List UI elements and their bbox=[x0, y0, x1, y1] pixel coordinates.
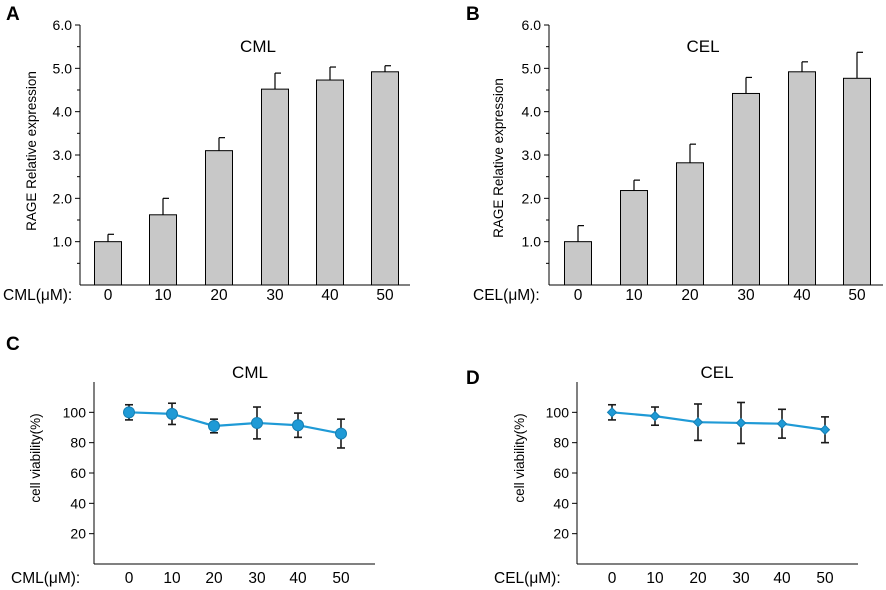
panel-a-ytick-label: 6.0 bbox=[53, 17, 73, 33]
panel-b-xtick-label: 40 bbox=[793, 287, 811, 304]
panel-b-letter: B bbox=[466, 4, 480, 25]
panel-c-ytick-label: 60 bbox=[70, 465, 86, 481]
panel-c: C CML cell viability(%) CML(μM): 20 40 60 8… bbox=[6, 334, 375, 587]
panel-b-ytick-label: 4.0 bbox=[522, 104, 542, 120]
panel-d-point-20 bbox=[692, 416, 704, 428]
panel-c-ytick-label: 40 bbox=[70, 495, 86, 511]
panel-c-xtick-label: 50 bbox=[332, 570, 350, 587]
panel-c-ytick-label: 100 bbox=[63, 404, 87, 420]
panel-a-ytick-label: 2.0 bbox=[53, 190, 73, 206]
panel-c-ytick-label: 20 bbox=[70, 526, 86, 542]
panel-c-point-30 bbox=[251, 416, 263, 429]
panel-a-bar-10 bbox=[149, 214, 177, 286]
panel-b-bar-40 bbox=[788, 71, 816, 286]
panel-b-xtick-label: 20 bbox=[681, 287, 699, 304]
panel-b-bar-30 bbox=[732, 92, 760, 286]
panel-b-bar-50 bbox=[843, 77, 871, 286]
panel-c-xtick-label: 20 bbox=[205, 570, 223, 587]
panel-d-xtick-label: 20 bbox=[689, 570, 707, 587]
panel-b-xtick-label: 10 bbox=[625, 287, 643, 304]
panel-a-xtick-label: 10 bbox=[154, 287, 172, 304]
panel-d-ytick-label: 60 bbox=[553, 465, 569, 481]
panel-a-bar-20 bbox=[205, 150, 233, 286]
panel-d: D CEL cell viability(%) CEL(μM): 20 40 60 8… bbox=[466, 363, 858, 587]
panel-d-ytick-label: 20 bbox=[553, 526, 569, 542]
panel-a-xtick-label: 50 bbox=[376, 287, 394, 304]
panel-b-ytick-label: 5.0 bbox=[522, 60, 542, 76]
panel-b-ytick-label: 3.0 bbox=[522, 147, 542, 163]
panel-c-point-40 bbox=[292, 419, 304, 432]
panel-a-bar-0 bbox=[94, 241, 122, 286]
panel-d-xtick-label: 10 bbox=[646, 570, 664, 587]
panel-c-point-50 bbox=[335, 427, 347, 440]
panel-b-bar-0 bbox=[564, 241, 592, 286]
panel-c-series-line bbox=[128, 411, 342, 435]
panel-c-xtick-label: 10 bbox=[163, 570, 181, 587]
panel-b-ytick-label: 6.0 bbox=[522, 17, 542, 33]
panel-b-xtick-label: 0 bbox=[574, 287, 583, 304]
panel-a-ylabel: RAGE Relative expression bbox=[24, 71, 39, 231]
panel-b-ytick-label: 1.0 bbox=[522, 234, 542, 250]
panel-d-point-30 bbox=[735, 417, 747, 429]
panel-d-point-10 bbox=[649, 410, 661, 422]
panel-a-xtick-label: 20 bbox=[210, 287, 228, 304]
panel-a-bar-30 bbox=[261, 88, 289, 286]
panel-d-xtick-label: 40 bbox=[773, 570, 791, 587]
panel-c-ytick-label: 80 bbox=[70, 435, 86, 451]
panel-c-point-20 bbox=[208, 419, 220, 432]
panel-c-point-0 bbox=[123, 406, 135, 419]
panel-a: A CML RAGE Relative expression CML(μM): … bbox=[3, 4, 410, 304]
panel-a-xtick-label: 0 bbox=[104, 287, 113, 304]
panel-c-xtick-label: 40 bbox=[289, 570, 307, 587]
panel-a-xtick-label: 40 bbox=[321, 287, 339, 304]
panel-c-title: CML bbox=[232, 363, 268, 382]
panel-d-point-0 bbox=[606, 407, 618, 418]
panel-a-ytick-label: 3.0 bbox=[53, 147, 73, 163]
panel-b-bar-10 bbox=[620, 190, 648, 286]
panel-d-xtick-label: 0 bbox=[608, 570, 617, 587]
panel-c-letter: C bbox=[6, 334, 20, 355]
panel-a-xtick-label: 30 bbox=[266, 287, 284, 304]
panel-c-xtick-label: 0 bbox=[125, 570, 134, 587]
panel-d-point-40 bbox=[776, 418, 788, 429]
panel-b-x-prefix: CEL(μM): bbox=[473, 287, 540, 304]
panel-a-bar-40 bbox=[316, 79, 344, 286]
panel-d-ytick-label: 100 bbox=[546, 404, 570, 420]
panel-d-xtick-label: 30 bbox=[732, 570, 750, 587]
panel-d-series-line bbox=[611, 411, 826, 431]
panel-d-x-prefix: CEL(μM): bbox=[494, 570, 561, 587]
panel-c-ylabel: cell viability(%) bbox=[28, 413, 43, 502]
panel-d-point-50 bbox=[819, 424, 831, 435]
panel-d-ytick-label: 80 bbox=[553, 435, 569, 451]
panel-b: B CEL RAGE Relative expression CEL(μM): … bbox=[466, 4, 883, 304]
panel-d-title: CEL bbox=[700, 363, 733, 382]
panel-a-ytick-label: 4.0 bbox=[53, 104, 73, 120]
panel-a-letter: A bbox=[6, 4, 20, 25]
panel-a-title: CML bbox=[240, 37, 276, 56]
panel-a-bar-50 bbox=[371, 71, 399, 286]
panel-b-xtick-label: 30 bbox=[737, 287, 755, 304]
panel-c-x-prefix: CML(μM): bbox=[11, 570, 80, 587]
panel-b-title: CEL bbox=[686, 37, 719, 56]
panel-d-ytick-label: 40 bbox=[553, 495, 569, 511]
panel-d-ylabel: cell viability(%) bbox=[512, 413, 527, 502]
panel-b-ytick-label: 2.0 bbox=[522, 190, 542, 206]
panel-b-ylabel: RAGE Relative expression bbox=[491, 78, 506, 238]
panel-b-bar-20 bbox=[676, 162, 704, 286]
panel-c-xtick-label: 30 bbox=[248, 570, 266, 587]
panel-d-letter: D bbox=[466, 368, 480, 389]
panel-d-xtick-label: 50 bbox=[816, 570, 834, 587]
panel-b-xtick-label: 50 bbox=[848, 287, 866, 304]
panel-a-ytick-label: 5.0 bbox=[53, 60, 73, 76]
panel-c-point-10 bbox=[166, 407, 178, 420]
panel-a-ytick-label: 1.0 bbox=[53, 234, 73, 250]
panel-a-x-prefix: CML(μM): bbox=[3, 287, 72, 304]
